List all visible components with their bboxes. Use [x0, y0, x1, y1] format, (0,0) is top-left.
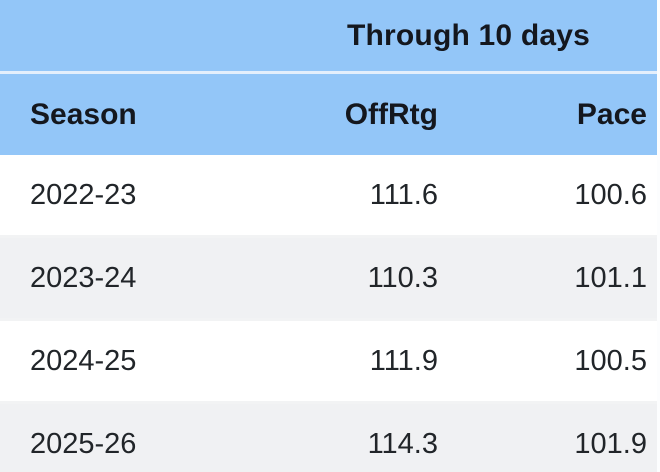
row-divider [0, 318, 657, 321]
table-group-header-row: Through 10 days [0, 0, 657, 71]
cell-season: 2025-26 [30, 427, 137, 460]
cell-pace: 101.9 [574, 427, 647, 460]
cell-season: 2023-24 [30, 261, 137, 294]
cell-offrtg: 111.9 [369, 344, 438, 377]
cell-season: 2024-25 [30, 344, 137, 377]
table-row: 2023-24 110.3 101.1 [0, 238, 657, 318]
cell-offrtg: 114.3 [367, 427, 438, 460]
row-divider [0, 235, 657, 238]
cell-offrtg: 110.3 [367, 261, 438, 294]
cell-season: 2022-23 [30, 178, 137, 211]
column-header-pace: Pace [576, 97, 647, 131]
table-row: 2024-25 111.9 100.5 [0, 321, 657, 401]
header-divider [0, 71, 657, 74]
cell-offrtg: 111.6 [369, 178, 438, 211]
row-divider [0, 401, 657, 404]
column-header-season: Season [30, 97, 137, 131]
cell-pace: 101.1 [574, 261, 647, 294]
table-row: 2022-23 111.6 100.6 [0, 155, 657, 235]
table-column-header-row: Season OffRtg Pace [0, 74, 657, 155]
group-header-title: Through 10 days [346, 18, 591, 52]
cell-pace: 100.5 [574, 344, 647, 377]
column-header-offrtg: OffRtg [344, 97, 438, 131]
table-row: 2025-26 114.3 101.9 [0, 404, 657, 472]
cell-pace: 100.6 [574, 178, 647, 211]
